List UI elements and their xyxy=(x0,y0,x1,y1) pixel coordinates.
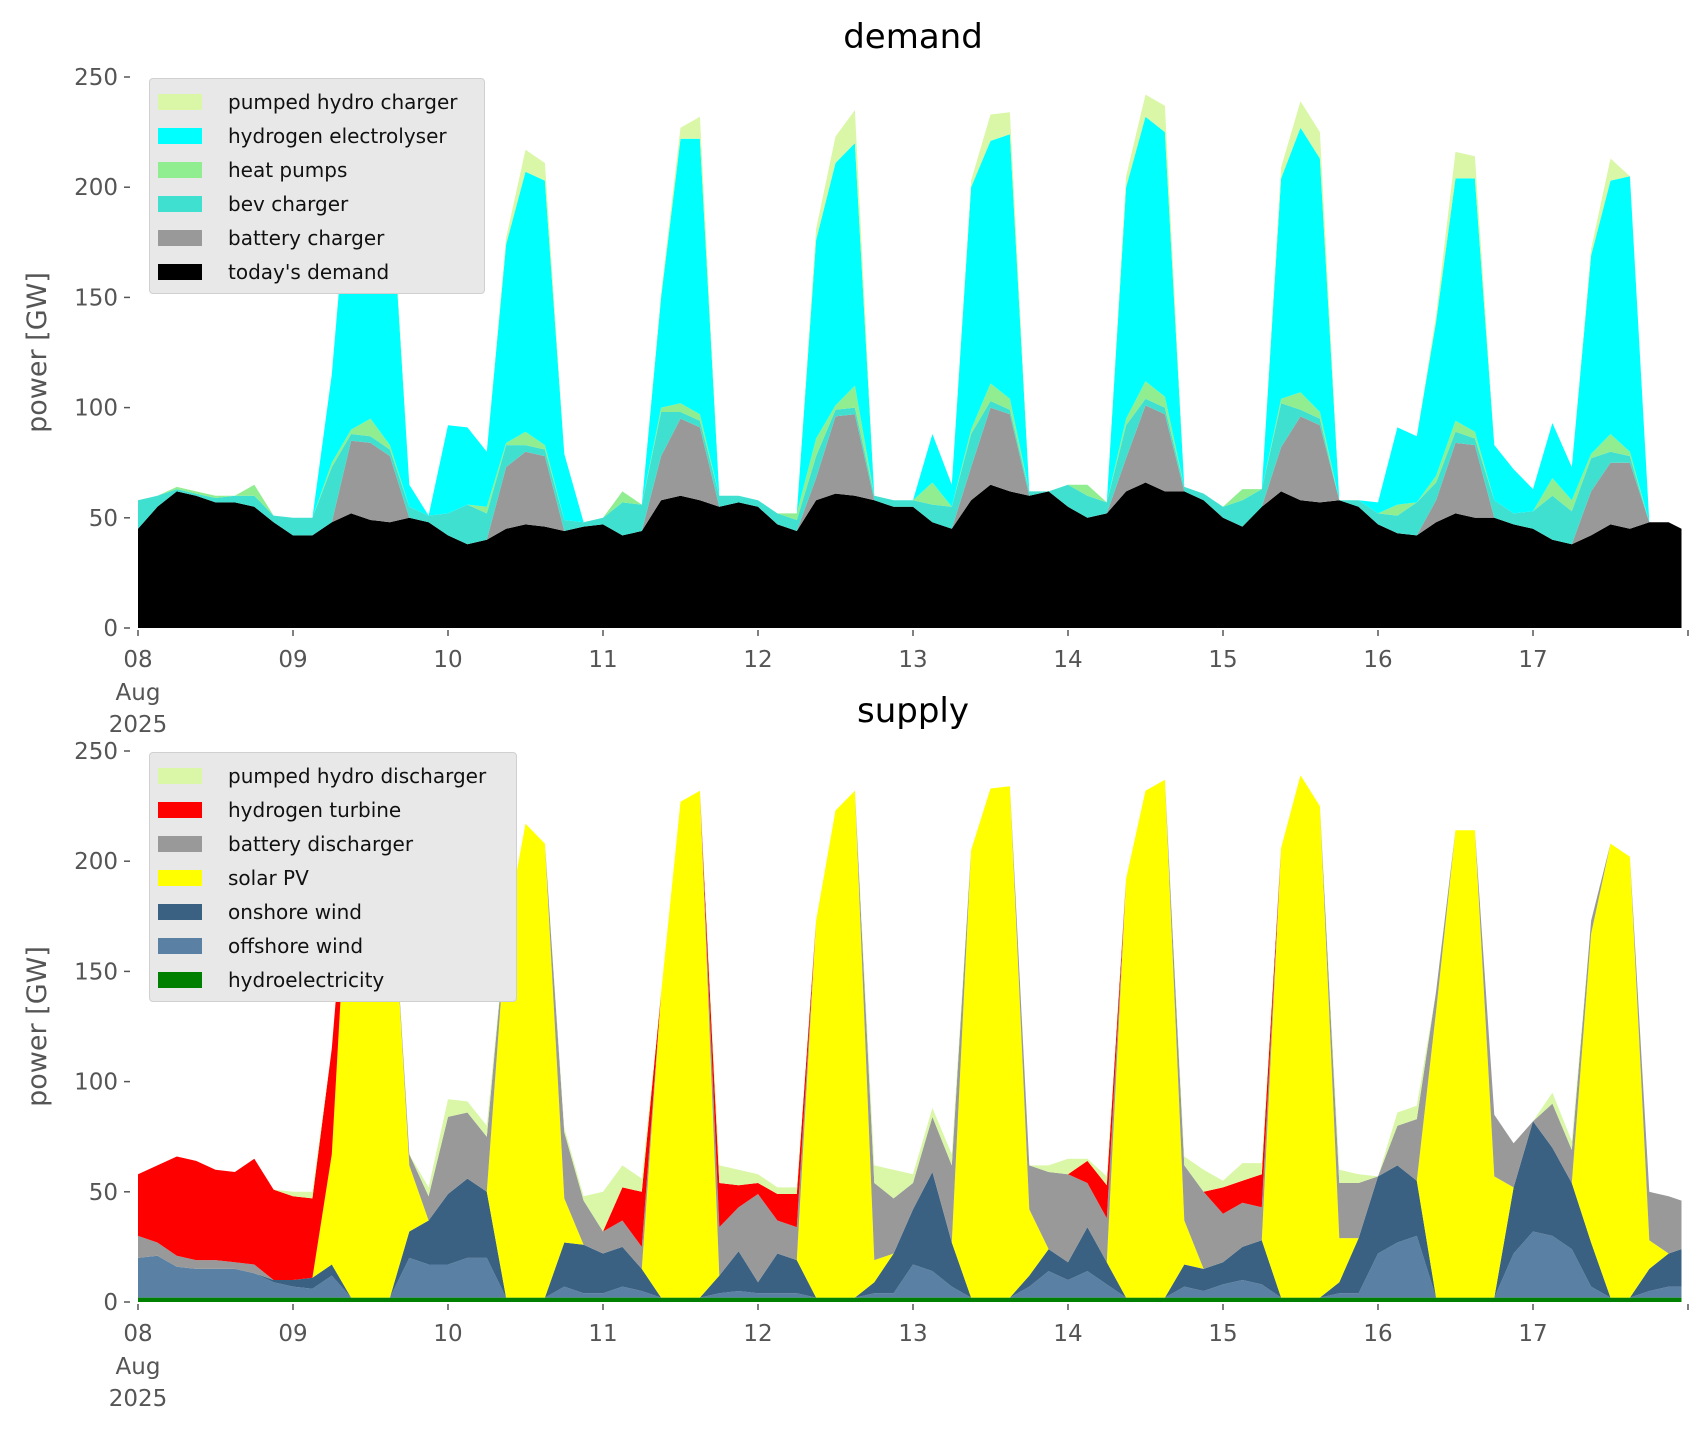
legend-swatch xyxy=(158,938,202,954)
legend-item: hydrogen turbine xyxy=(158,793,508,827)
x-tick-label: 12 xyxy=(743,647,772,673)
legend-label: hydrogen turbine xyxy=(228,798,402,822)
legend-swatch xyxy=(158,836,202,852)
x-tick-label: 08 xyxy=(123,647,152,673)
area-hydrogen-turbine xyxy=(138,775,1682,1280)
x-tick-sublabel: 2025 xyxy=(109,1386,168,1412)
legend-item: hydroelectricity xyxy=(158,963,508,997)
x-tick-label: 13 xyxy=(898,647,927,673)
y-tick-label: 200 xyxy=(74,849,118,875)
x-tick-label: 15 xyxy=(1208,1321,1237,1347)
area-bev-charger xyxy=(138,398,1682,545)
x-tick-label: 08 xyxy=(123,1321,152,1347)
legend-swatch xyxy=(158,196,202,212)
y-axis-label: power [GW] xyxy=(22,272,53,433)
legend-item: heat pumps xyxy=(158,153,476,187)
legend-item: hydrogen electrolyser xyxy=(158,119,476,153)
demand-chart: demand power [GW] 0 50 100 150 200 250 08 09 10 11 1… xyxy=(22,17,1689,738)
legend-swatch xyxy=(158,230,202,246)
legend-item: battery charger xyxy=(158,221,476,255)
legend-label: bev charger xyxy=(228,192,349,216)
legend-label: pumped hydro discharger xyxy=(228,764,487,788)
area-onshore-wind xyxy=(138,1121,1682,1298)
x-tick-label: 15 xyxy=(1208,647,1237,673)
legend-label: battery charger xyxy=(228,226,385,250)
x-tick-label: 10 xyxy=(433,647,462,673)
legend-item: offshore wind xyxy=(158,929,508,963)
legend-swatch xyxy=(158,870,202,886)
x-tick-label: 17 xyxy=(1518,647,1547,673)
legend-item: today's demand xyxy=(158,255,476,289)
area-offshore-wind xyxy=(138,1231,1682,1298)
supply-legend: pumped hydro discharger hydrogen turbine b… xyxy=(149,752,517,1002)
x-tick-label: 09 xyxy=(278,647,307,673)
chart-title: supply xyxy=(857,691,969,731)
x-tick-sublabel: Aug xyxy=(116,1354,161,1380)
legend-swatch xyxy=(158,94,202,110)
area-today-s-demand xyxy=(138,482,1682,628)
legend-swatch xyxy=(158,904,202,920)
legend-swatch xyxy=(158,768,202,784)
x-tick-label: 17 xyxy=(1518,1321,1547,1347)
legend-label: heat pumps xyxy=(228,158,348,182)
legend-label: hydrogen electrolyser xyxy=(228,124,447,148)
legend-item: pumped hydro charger xyxy=(158,85,476,119)
legend-swatch xyxy=(158,972,202,988)
y-tick-label: 100 xyxy=(74,1070,118,1096)
legend-item: bev charger xyxy=(158,187,476,221)
legend-item: battery discharger xyxy=(158,827,508,861)
x-tick-label: 09 xyxy=(278,1321,307,1347)
y-tick-label: 250 xyxy=(74,739,118,765)
x-tick-sublabel: 2025 xyxy=(109,712,168,738)
area-battery-charger xyxy=(138,405,1682,545)
legend-label: onshore wind xyxy=(228,900,362,924)
legend-label: battery discharger xyxy=(228,832,414,856)
area-solar-pv xyxy=(138,775,1682,1298)
y-tick-label: 100 xyxy=(74,396,118,422)
demand-legend: pumped hydro charger hydrogen electrolyse… xyxy=(149,78,485,294)
y-tick-label: 50 xyxy=(89,1180,118,1206)
supply-chart: supply power [GW] 0 50 100 150 200 250 08 09 10 11 1… xyxy=(22,691,1689,1412)
legend-swatch xyxy=(158,264,202,280)
legend-label: solar PV xyxy=(228,866,309,890)
y-tick-label: 0 xyxy=(103,616,118,642)
legend-item: pumped hydro discharger xyxy=(158,759,508,793)
legend-item: onshore wind xyxy=(158,895,508,929)
legend-label: offshore wind xyxy=(228,934,364,958)
y-tick-label: 150 xyxy=(74,285,118,311)
y-tick-label: 50 xyxy=(89,506,118,532)
x-tick-label: 11 xyxy=(588,647,617,673)
legend-label: hydroelectricity xyxy=(228,968,385,992)
area-hydroelectricity xyxy=(138,1297,1682,1302)
y-axis-label: power [GW] xyxy=(22,946,53,1107)
legend-swatch xyxy=(158,128,202,144)
y-tick-label: 150 xyxy=(74,959,118,985)
x-tick-label: 11 xyxy=(588,1321,617,1347)
legend-swatch xyxy=(158,802,202,818)
x-tick-label: 16 xyxy=(1363,1321,1392,1347)
x-tick-label: 16 xyxy=(1363,647,1392,673)
x-tick-label: 12 xyxy=(743,1321,772,1347)
x-tick-label: 14 xyxy=(1053,1321,1082,1347)
x-tick-sublabel: Aug xyxy=(116,680,161,706)
x-tick-label: 13 xyxy=(898,1321,927,1347)
y-tick-label: 200 xyxy=(74,175,118,201)
x-tick-label: 14 xyxy=(1053,647,1082,673)
legend-label: pumped hydro charger xyxy=(228,90,458,114)
area-hydrogen-electrolyser xyxy=(138,116,1682,529)
legend-label: today's demand xyxy=(228,260,390,284)
y-tick-label: 250 xyxy=(74,65,118,91)
legend-item: solar PV xyxy=(158,861,508,895)
legend-swatch xyxy=(158,162,202,178)
x-tick-label: 10 xyxy=(433,1321,462,1347)
chart-title: demand xyxy=(843,17,983,57)
y-tick-label: 0 xyxy=(103,1290,118,1316)
